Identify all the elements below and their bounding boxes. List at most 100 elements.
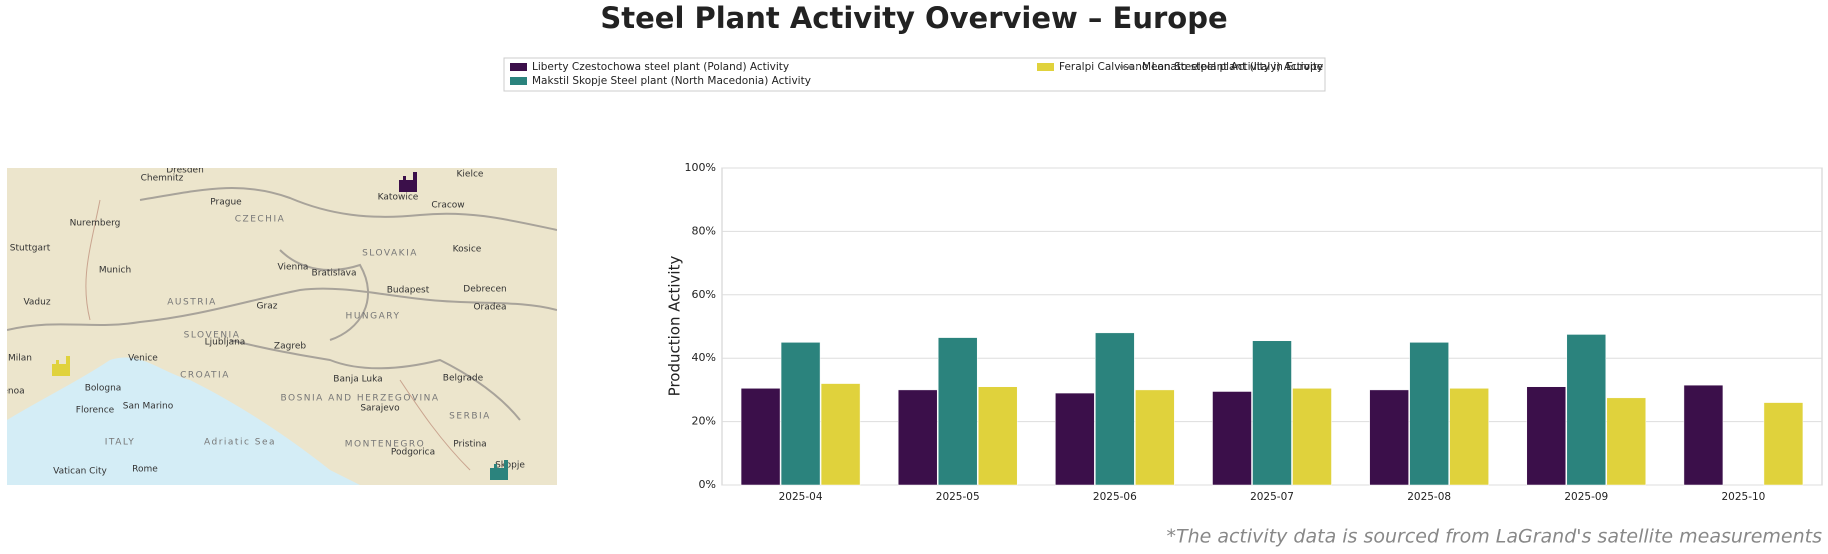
y-tick-label: 0% [699,478,716,491]
map-city-label: Vatican City [53,467,107,477]
y-tick-label: 100% [685,161,716,174]
map-city-label: Cracow [431,201,464,211]
bar [1606,397,1647,486]
legend-label: Mean Steelplant Activity in Europe [1142,61,1323,73]
map-city-label: Ljubljana [205,338,246,348]
map-city-label: Kosice [453,245,482,255]
map-city-label: Nuremberg [70,219,121,229]
map-city-label: Budapest [387,286,430,296]
bar [1135,389,1175,486]
map-city-label: Prague [210,198,242,208]
y-tick-label: 80% [692,224,716,237]
map-border [85,199,471,471]
x-tick-label: 2025-07 [1250,491,1294,503]
plant-icon [399,172,417,192]
map-region-label: SERBIA [449,412,491,422]
map-border [279,249,370,341]
map-region-label: ITALY [105,438,135,448]
map-region-label: BOSNIA AND HERZEGOVINA [280,394,439,404]
map-region-label: Adriatic Sea [204,438,276,448]
bar [740,388,781,486]
map-border [139,187,557,231]
map-city-label: Vienna [278,263,309,273]
map-city-label: Kielce [457,170,484,180]
bar [1409,342,1449,486]
bar [1763,402,1804,486]
bar [780,342,821,486]
legend-swatch [510,63,527,71]
bar [1212,391,1252,486]
map-city-label: Skopje [495,461,525,471]
legend-label: Liberty Czestochowa steel plant (Poland)… [532,61,789,73]
map-city-label: Vaduz [23,298,50,308]
y-tick-label: 40% [692,351,716,364]
map-city-label: Katowice [378,193,419,203]
plant-icon [490,460,508,480]
map-city-label: Genoa [0,387,25,397]
map-city-label: Milan [8,354,32,364]
x-tick-label: 2025-06 [1093,491,1137,503]
bar [1055,392,1095,486]
y-tick-label: 60% [692,288,716,301]
bar [1449,388,1489,486]
map-city-label: Podgorica [391,448,435,458]
map-city-label: Graz [257,302,278,312]
bar [1526,386,1567,486]
bar [977,386,1018,486]
bar [1369,389,1409,486]
map-city-label: Florence [76,406,115,416]
bar [937,337,978,486]
bar [1252,340,1292,486]
map-region-label: HUNGARY [346,312,401,322]
y-axis-label: Production Activity [666,256,684,397]
legend-swatch [1037,63,1054,71]
map-city-label: Rome [132,465,158,475]
map-region-label: MONTENEGRO [345,440,426,450]
legend-label: Makstil Skopje Steel plant (North Macedo… [532,75,811,87]
map-city-label: Munich [99,266,131,276]
map-sea [7,357,360,485]
map-border [229,339,521,421]
map-city-label: San Marino [123,402,174,412]
legend-swatch [510,77,527,85]
map-city-label: Zagreb [274,342,306,352]
map-city-label: Pristina [453,440,486,450]
bar [897,389,938,486]
y-tick-label: 20% [692,415,716,428]
map-city-label: Stuttgart [10,244,51,254]
x-tick-label: 2025-10 [1721,491,1765,503]
bar [1292,388,1332,486]
bar [1683,384,1724,486]
map-city-label: Sarajevo [360,404,400,414]
bar [1095,332,1135,486]
x-tick-label: 2025-04 [779,491,823,503]
map-region-label: SLOVENIA [184,331,241,341]
map-city-label: Chemnitz [141,174,184,184]
legend-box [503,57,1326,92]
x-tick-label: 2025-05 [936,491,980,503]
map-border [7,287,557,331]
map-city-label: Oradea [473,303,506,313]
map-city-label: Belgrade [443,374,484,384]
map-city-label: Bologna [85,384,122,394]
footnote: *The activity data is sourced from LaGra… [1166,526,1822,548]
map-city-label: Bratislava [312,269,357,279]
map-city-label: Banja Luka [333,375,382,385]
map-region-label: AUSTRIA [167,298,217,308]
x-tick-label: 2025-08 [1407,491,1451,503]
map-region-label: CROATIA [180,371,230,381]
map-city-label: Venice [128,354,158,364]
plant-icon [52,356,70,376]
title: Steel Plant Activity Overview – Europe [600,1,1227,35]
map-region-label: SLOVAKIA [362,249,418,259]
map-region-label: CZECHIA [235,215,286,225]
map-city-label: Dresden [166,166,204,176]
bar [1566,334,1607,486]
map-city-label: Debrecen [463,285,506,295]
bar [820,383,861,486]
legend-label: Feralpi Calvisano Lonato steel plant (It… [1059,61,1323,73]
x-tick-label: 2025-09 [1564,491,1608,503]
